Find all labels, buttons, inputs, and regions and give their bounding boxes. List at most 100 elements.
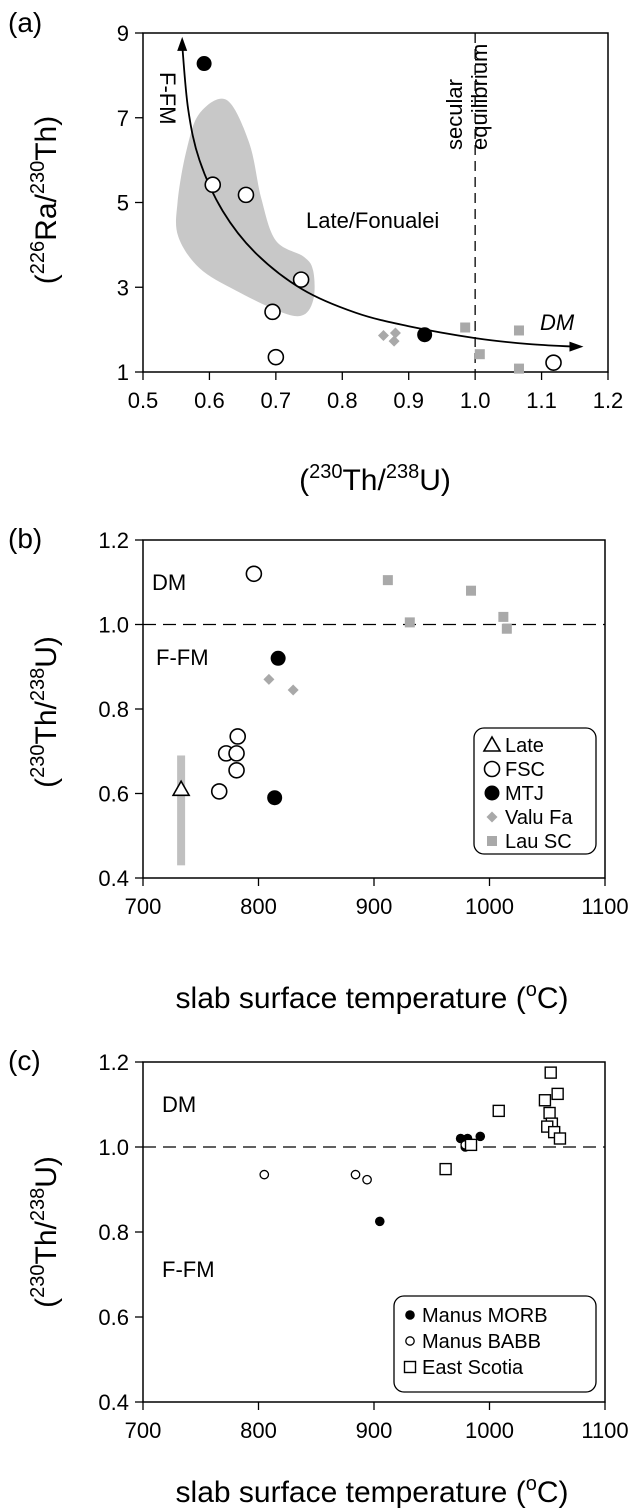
panel-b-point-filled-circle (270, 650, 286, 666)
panel-b-point-gray-diamond (263, 673, 275, 685)
panel-c: (c) DM F-FM 700 800 900 1000 1100 0.4 0.6 0.8 1… (8, 1045, 629, 1509)
panel-b-point-open-triangle (171, 779, 191, 797)
panel-c-legend-marker (403, 1360, 417, 1374)
panel-a-x-tick-label: 1.0 (460, 388, 491, 413)
panel-a-point-gray-diamond (389, 327, 401, 339)
panel-b-x-tick-label: 800 (240, 894, 277, 919)
panel-a-x-axis-title: (230Th/238U) (299, 461, 451, 497)
panel-b-point-open-circle (228, 761, 245, 779)
panel-b-y-axis-title: (230Th/238U) (27, 636, 63, 788)
panel-c-x-tick-label: 1000 (465, 1418, 514, 1443)
panel-c-point-open-square (538, 1094, 552, 1107)
panel-c-point-open-square (439, 1162, 452, 1176)
panel-b-point-gray-square (466, 585, 477, 596)
panel-b-x-tick-label: 700 (125, 894, 162, 919)
panel-b-legend-marker (487, 836, 497, 846)
panel-c-y-tick-label: 0.4 (98, 1390, 129, 1415)
panel-b-point-gray-square (498, 611, 509, 622)
panel-c-x-tick-label: 1100 (581, 1418, 628, 1443)
panel-a-point-gray-diamond (377, 330, 389, 342)
panel-b: (b) DM F-FM 700 800 900 1000 1100 0.4 0.6 0.8 1… (8, 523, 629, 1015)
panel-a-y-tick-label: 3 (117, 275, 129, 300)
panel-a-point-open-circle (267, 348, 285, 366)
late-fonualei-label: Late/Fonualei (306, 208, 439, 233)
panel-b-y-tick-label: 0.8 (98, 697, 129, 722)
panel-b-legend-label: Valu Fa (505, 807, 573, 829)
panel-b-x-tick-label: 1000 (465, 894, 514, 919)
panel-b-x-tick-label: 1100 (581, 894, 628, 919)
panel-b-dm-label: DM (152, 570, 186, 595)
panel-b-legend-box (473, 727, 597, 855)
panel-c-point-open-square (551, 1087, 564, 1101)
panel-c-dm-label: DM (162, 1092, 196, 1117)
panel-c-point-open-square (543, 1106, 556, 1120)
panel-a-x-tick-label: 0.5 (128, 388, 159, 413)
panel-b-point-gray-square (404, 617, 415, 628)
panel-b-point-gray-diamond (287, 684, 299, 696)
panel-a-point-open-circle (237, 186, 255, 204)
panel-c-x-tick-label: 900 (356, 1418, 393, 1443)
panel-a-point-gray-square (513, 325, 524, 336)
panel-c-point-open-square (544, 1066, 557, 1079)
late-range-bar (177, 755, 186, 866)
panel-b-y-tick-label: 0.4 (98, 866, 129, 891)
panel-a-y-tick-label: 1 (117, 360, 129, 385)
panel-a-x-tick-label: 0.6 (194, 388, 225, 413)
panel-a-x-tick-label: 0.8 (327, 388, 358, 413)
panel-b-legend-label: FSC (505, 759, 545, 781)
panel-c-legend-marker (405, 1336, 415, 1346)
panel-c-y-tick-label: 0.8 (98, 1220, 129, 1245)
panel-a-label: (a) (8, 7, 42, 38)
panel-a-point-filled-circle (196, 56, 212, 72)
late-fonualei-shading (175, 98, 315, 317)
panel-c-y-tick-label: 1.0 (98, 1135, 129, 1160)
panel-c-point-small-open-circle (350, 1169, 361, 1180)
panel-b-y-tick-label: 0.6 (98, 782, 129, 807)
panel-c-point-small-open-circle (259, 1169, 270, 1180)
panel-a-point-open-circle (292, 271, 310, 288)
panel-c-point-small-filled-circle (475, 1131, 486, 1142)
panel-c-legend-label: East Scotia (422, 1357, 524, 1379)
panel-b-point-open-circle (210, 783, 228, 800)
panel-c-x-axis-title: slab surface temperature (oC) (176, 1473, 569, 1509)
panel-c-legend-box (393, 1295, 597, 1393)
panel-a-y-tick-label: 5 (117, 191, 129, 216)
panel-a-point-gray-square (474, 349, 485, 360)
panel-c-ffm-label: F-FM (162, 1257, 215, 1282)
panel-c-y-tick-label: 1.2 (98, 1050, 129, 1075)
panel-a-point-gray-diamond (388, 335, 400, 347)
panel-b-point-open-circle (245, 565, 263, 583)
panel-b-x-axis-title: slab surface temperature (oC) (176, 979, 569, 1015)
panel-a-x-tick-label: 1.1 (526, 388, 557, 413)
ffm-dm-trend-curve (181, 44, 574, 348)
panel-c-x-tick-label: 700 (125, 1418, 162, 1443)
ffm-arrowhead (177, 36, 188, 51)
panel-b-y-tick-label: 1.0 (98, 613, 129, 638)
secular-label: secular (442, 79, 467, 150)
panel-c-legend-label: Manus MORB (422, 1305, 548, 1327)
panel-a-point-gray-square (513, 363, 524, 374)
panel-b-legend-label: Lau SC (505, 831, 572, 853)
panel-a-y-tick-label: 7 (117, 106, 129, 131)
panel-b-legend-marker (483, 760, 501, 778)
panel-b-point-open-circle (228, 745, 245, 762)
panel-a-point-gray-square (460, 322, 471, 333)
panel-c-legend: Manus MORB Manus BABB East Scotia (393, 1295, 597, 1393)
panel-c-x-tick-label: 800 (240, 1418, 277, 1443)
panel-b-legend-marker (484, 785, 500, 801)
late-fonualei-region (175, 98, 315, 317)
equilibrium-label: equilibrium (467, 44, 492, 150)
panel-c-y-tick-label: 0.6 (98, 1305, 129, 1330)
panel-b-ffm-label: F-FM (156, 645, 209, 670)
panel-c-point-open-square (464, 1138, 478, 1152)
panel-a-point-open-circle (204, 176, 222, 194)
panel-c-legend-label: Manus BABB (422, 1331, 541, 1353)
panel-b-point-gray-square (382, 575, 393, 586)
panel-c-point-small-open-circle (362, 1174, 372, 1185)
dm-arrowhead (569, 341, 584, 352)
panel-a-point-filled-circle (417, 327, 433, 343)
ffm-label: F-FM (155, 72, 180, 125)
panel-b-point-filled-circle (267, 790, 283, 806)
